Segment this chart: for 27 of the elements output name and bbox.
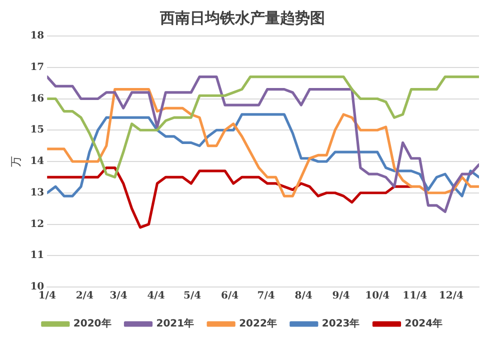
y-tick-label: 18 (30, 30, 44, 42)
legend-label: 2023年 (322, 318, 360, 330)
x-tick-label: 11/4 (402, 290, 428, 302)
x-tick-label: 10/4 (365, 290, 390, 302)
x-tick-label: 12/4 (438, 290, 464, 302)
x-tick-label: 5/4 (184, 290, 202, 302)
legend-label: 2020年 (73, 318, 112, 330)
y-tick-label: 12 (30, 218, 44, 230)
legend-label: 2021年 (156, 318, 194, 330)
y-tick-label: 16 (30, 93, 44, 104)
y-tick-label: 15 (30, 124, 44, 136)
legend-label: 2024年 (404, 318, 443, 330)
y-tick-label: 17 (30, 62, 44, 73)
y-axis-title: 万 (9, 156, 22, 167)
chart-title: 西南日均铁水产量趋势图 (159, 8, 325, 27)
y-tick-label: 14 (30, 156, 44, 168)
x-tick-label: 9/4 (332, 290, 350, 302)
y-tick-label: 11 (30, 250, 44, 262)
legend-label: 2022年 (239, 318, 277, 330)
x-tick-label: 6/4 (221, 290, 239, 302)
y-tick-label: 13 (30, 187, 44, 198)
x-tick-label: 2/4 (76, 290, 94, 302)
x-tick-label: 3/4 (110, 290, 128, 302)
x-tick-label: 1/4 (38, 290, 56, 302)
x-tick-label: 7/4 (257, 290, 275, 302)
x-tick-label: 4/4 (147, 290, 165, 302)
x-tick-label: 8/4 (294, 290, 312, 302)
